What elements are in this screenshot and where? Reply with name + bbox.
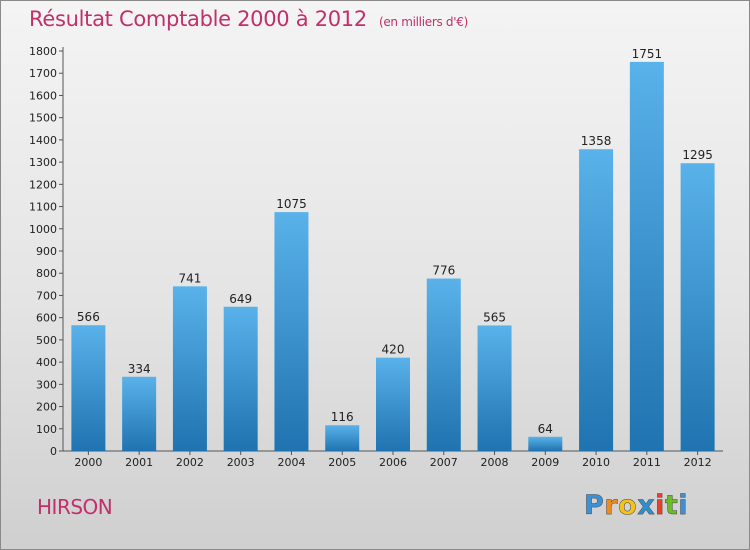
- value-labels: 566 334 741 649 1075 116 420 776 565 64 1358 1751 12…: [77, 47, 713, 436]
- chart-title: Résultat Comptable 2000 à 2012 (en millie…: [29, 7, 468, 31]
- x-tick-label: 2009: [531, 456, 559, 469]
- bar-2000: [71, 325, 106, 451]
- value-label: 1751: [632, 47, 663, 61]
- y-tick-label: 1200: [29, 178, 57, 191]
- x-tick-label: 2011: [633, 456, 661, 469]
- city-name: HIRSON: [37, 495, 113, 519]
- x-tick-label: 2006: [379, 456, 407, 469]
- y-tick-label: 1000: [29, 223, 57, 236]
- value-label: 64: [538, 422, 553, 436]
- y-tick-label: 1300: [29, 156, 57, 169]
- y-tick-label: 1500: [29, 112, 57, 125]
- value-label: 1075: [276, 197, 307, 211]
- y-tick-label: 200: [36, 401, 57, 414]
- y-tick-label: 1100: [29, 201, 57, 214]
- title-text: Résultat Comptable 2000 à 2012: [29, 7, 367, 31]
- y-tick-label: 600: [36, 312, 57, 325]
- y-tick-label: 100: [36, 423, 57, 436]
- y-tick-label: 300: [36, 378, 57, 391]
- value-label: 776: [432, 264, 455, 278]
- y-tick-label: 700: [36, 289, 57, 302]
- bar-2011: [629, 61, 664, 452]
- bar-2008: [477, 325, 512, 451]
- bar-2002: [172, 286, 207, 451]
- chart-subtitle: (en milliers d'€): [378, 15, 468, 29]
- value-label: 1295: [682, 148, 713, 162]
- x-tick-label: 2000: [74, 456, 102, 469]
- bar-2007: [426, 278, 461, 451]
- axes: 0 100 200 300 400 500 600 700 800 900 1000 1100 1200…: [29, 45, 723, 469]
- value-label: 1358: [581, 134, 612, 148]
- bars: [71, 61, 715, 452]
- y-tick-label: 1400: [29, 134, 57, 147]
- x-tick-label: 2004: [277, 456, 305, 469]
- y-tick-label: 1800: [29, 45, 57, 58]
- logo-letter: o: [618, 490, 638, 522]
- x-tick-label: 2008: [481, 456, 509, 469]
- y-tick-label: 900: [36, 245, 57, 258]
- x-tick-label: 2007: [430, 456, 458, 469]
- logo-letter: x: [637, 490, 656, 522]
- logo-letter: i: [678, 490, 689, 522]
- value-label: 741: [178, 271, 201, 285]
- x-tick-label: 2003: [227, 456, 255, 469]
- logo-letter: i: [655, 490, 665, 522]
- logo-letter: P: [584, 490, 605, 522]
- value-label: 116: [331, 410, 354, 424]
- bar-2004: [274, 212, 309, 451]
- x-tick-label: 2001: [125, 456, 153, 469]
- proxiti-logo: Proxiti: [584, 490, 689, 522]
- y-tick-label: 1600: [29, 89, 57, 102]
- value-label: 566: [77, 310, 100, 324]
- y-tick-label: 800: [36, 267, 57, 280]
- x-tick-label: 2002: [176, 456, 204, 469]
- value-label: 565: [483, 310, 506, 324]
- logo-letter: t: [664, 490, 679, 522]
- y-tick-label: 0: [50, 445, 57, 458]
- bar-2006: [376, 357, 410, 451]
- y-tick-label: 400: [36, 356, 57, 369]
- y-tick-label: 1700: [29, 67, 57, 80]
- bar-2001: [122, 376, 157, 451]
- value-label: 420: [382, 343, 405, 357]
- bar-2012: [680, 163, 715, 451]
- logo-letter: r: [604, 490, 619, 522]
- bar-2005: [325, 425, 360, 451]
- bar-2010: [579, 149, 614, 451]
- x-tick-label: 2012: [684, 456, 712, 469]
- value-label: 334: [128, 362, 151, 376]
- bar-2009: [528, 436, 563, 451]
- bar-2003: [223, 306, 258, 451]
- y-tick-label: 500: [36, 334, 57, 347]
- x-tick-label: 2010: [582, 456, 610, 469]
- x-tick-label: 2005: [328, 456, 356, 469]
- value-label: 649: [229, 292, 252, 306]
